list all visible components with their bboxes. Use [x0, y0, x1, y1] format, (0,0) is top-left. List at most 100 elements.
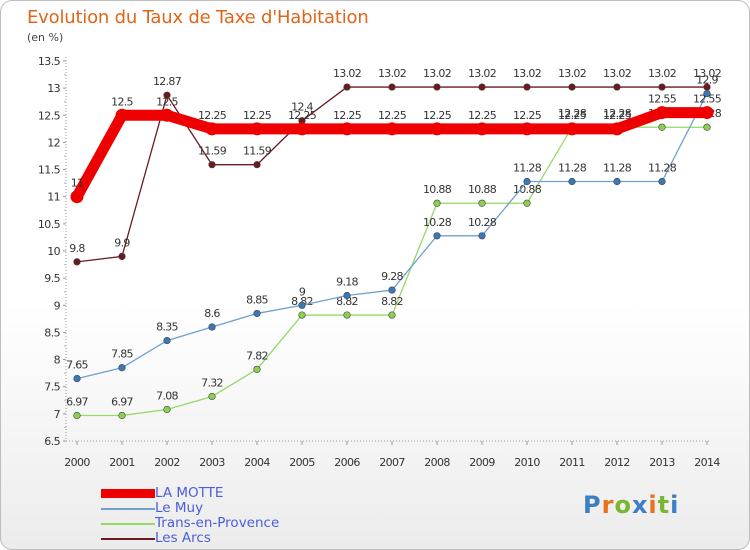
legend-label-le-muy: Le Muy — [155, 500, 204, 516]
data-label-les-arcs: 9.8 — [69, 242, 85, 255]
x-tick-label: 2003 — [199, 456, 225, 469]
data-label-le-muy: 11.28 — [558, 162, 587, 175]
proxiti-logo: Proxiti — [583, 491, 679, 519]
y-tick-label: 12.5 — [38, 109, 61, 122]
point-le-muy — [208, 323, 216, 331]
point-le-muy — [703, 89, 711, 98]
data-label-trans-en-provence: 7.82 — [246, 349, 268, 362]
x-tick-label: 2009 — [469, 456, 495, 469]
point-les-arcs — [343, 83, 351, 91]
point-les-arcs — [478, 83, 486, 91]
data-label-les-arcs: 13.02 — [378, 67, 406, 80]
data-label-le-muy: 10.28 — [423, 216, 452, 229]
x-tick-label: 2008 — [424, 456, 450, 469]
data-label-trans-en-provence: 6.97 — [66, 395, 88, 408]
point-les-arcs — [523, 83, 531, 91]
data-label-la-motte: 12.55 — [693, 93, 722, 106]
y-tick-label: 13 — [47, 82, 60, 95]
point-trans-en-provence — [208, 392, 216, 401]
data-label-les-arcs: 13.02 — [333, 67, 361, 80]
point-la-motte — [565, 122, 579, 136]
data-label-la-motte: 11 — [71, 177, 84, 190]
logo-letter: r — [601, 491, 615, 519]
legend-swatch-le-muy — [101, 508, 155, 510]
x-tick-label: 2013 — [649, 456, 675, 469]
data-label-trans-en-provence: 12.28 — [558, 107, 587, 120]
data-label-la-motte: 12.25 — [603, 109, 632, 122]
point-la-motte — [160, 108, 174, 122]
point-trans-en-provence — [253, 365, 261, 373]
data-label-les-arcs: 13.02 — [468, 67, 496, 80]
y-tick-label: 7.5 — [44, 381, 60, 394]
point-le-muy — [73, 374, 81, 383]
x-tick-label: 2004 — [244, 456, 270, 469]
data-label-le-muy: 10.28 — [468, 216, 497, 229]
data-label-trans-en-provence: 10.88 — [423, 183, 452, 196]
y-tick-label: 7 — [54, 408, 61, 421]
logo-letter: i — [670, 491, 680, 519]
point-les-arcs — [388, 83, 396, 91]
x-tick-label: 2010 — [514, 456, 540, 469]
data-label-les-arcs: 13.02 — [603, 67, 631, 80]
y-tick-label: 9.5 — [44, 272, 60, 285]
point-le-muy — [118, 364, 126, 372]
data-label-trans-en-provence: 8.82 — [381, 295, 403, 308]
data-label-le-muy: 11.28 — [513, 162, 542, 175]
data-label-le-muy: 9.18 — [336, 276, 358, 289]
legend-swatch-la-motte — [101, 489, 155, 498]
legend-label-les-arcs: Les Arcs — [155, 530, 211, 546]
data-label-trans-en-provence: 7.08 — [156, 390, 178, 403]
point-trans-en-provence — [523, 199, 531, 207]
legend-swatch-les-arcs — [101, 538, 155, 540]
point-les-arcs — [433, 83, 441, 91]
x-tick-label: 2011 — [559, 456, 585, 469]
point-trans-en-provence — [118, 411, 126, 420]
x-tick-label: 2014 — [694, 456, 720, 469]
series-line-le-muy — [76, 93, 708, 380]
point-trans-en-provence — [343, 311, 351, 319]
point-le-muy — [433, 232, 441, 240]
point-le-muy — [298, 301, 306, 309]
point-les-arcs — [658, 83, 666, 91]
legend-label-trans-en-provence: Trans-en-Provence — [155, 515, 280, 531]
y-tick-label: 8.5 — [44, 326, 60, 339]
legend-label-la-motte: LA MOTTE — [155, 485, 224, 501]
data-label-le-muy: 7.65 — [66, 359, 88, 372]
point-le-muy — [253, 309, 261, 318]
data-label-les-arcs: 12.4 — [291, 101, 313, 114]
point-la-motte — [205, 122, 219, 136]
data-label-les-arcs: 13.02 — [648, 67, 676, 80]
data-label-la-motte: 12.25 — [513, 109, 542, 122]
data-label-le-muy: 11.28 — [648, 162, 677, 175]
data-label-la-motte: 12.5 — [156, 95, 178, 108]
point-trans-en-provence — [163, 405, 171, 414]
point-la-motte — [430, 122, 444, 136]
y-tick-label: 6.5 — [44, 435, 60, 448]
x-tick-label: 2007 — [379, 456, 405, 469]
y-tick-label: 13.5 — [38, 55, 61, 68]
data-label-trans-en-provence: 8.82 — [291, 295, 313, 308]
point-trans-en-provence — [73, 411, 81, 420]
point-trans-en-provence — [658, 123, 666, 131]
data-label-la-motte: 12.25 — [468, 109, 497, 122]
point-la-motte — [520, 122, 534, 136]
data-label-les-arcs: 13.02 — [693, 67, 721, 80]
data-label-le-muy: 8.6 — [204, 307, 220, 320]
x-tick-label: 2000 — [64, 456, 90, 469]
legend-swatch-trans-en-provence — [101, 523, 155, 525]
data-label-le-muy: 9.28 — [381, 270, 403, 283]
data-label-le-muy: 8.35 — [156, 321, 178, 334]
data-label-la-motte: 12.25 — [198, 109, 227, 122]
data-label-les-arcs: 13.02 — [513, 67, 541, 80]
data-label-la-motte: 12.25 — [558, 109, 587, 122]
y-tick-label: 12 — [47, 136, 60, 149]
point-les-arcs — [73, 258, 81, 266]
point-le-muy — [478, 232, 486, 240]
point-les-arcs — [253, 161, 261, 169]
point-la-motte — [340, 122, 354, 136]
x-tick-label: 2005 — [289, 456, 315, 469]
data-label-trans-en-provence: 6.97 — [111, 395, 133, 408]
logo-letter: x — [631, 491, 649, 519]
point-le-muy — [523, 177, 531, 186]
